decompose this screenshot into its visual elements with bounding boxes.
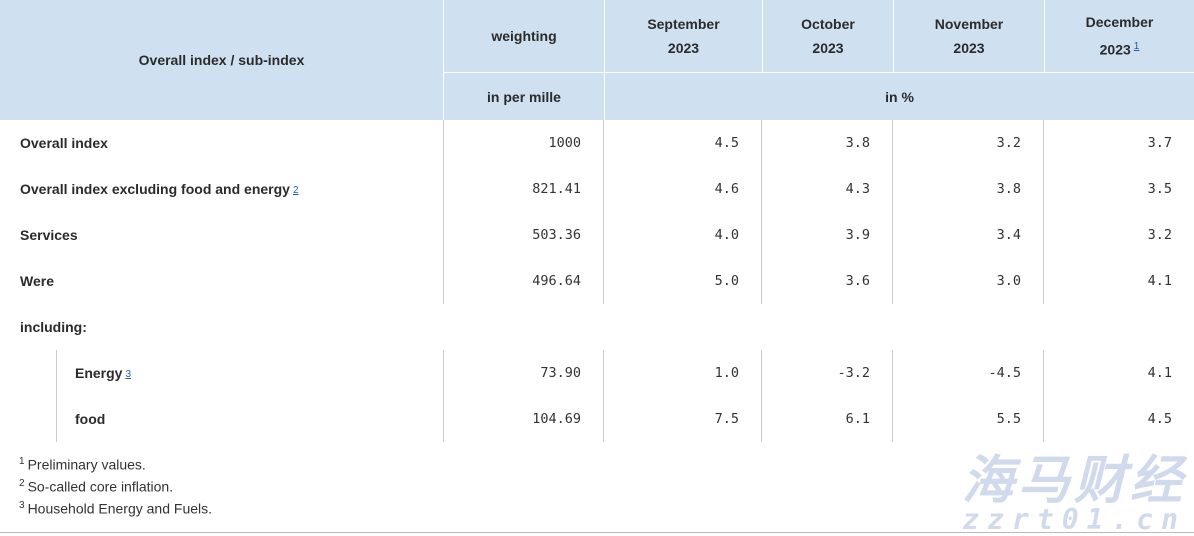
header-weighting: weighting (444, 0, 604, 72)
value-cell: 4.6 (604, 166, 762, 212)
value-cell: -4.5 (893, 350, 1044, 396)
table-row: food 104.69 7.5 6.1 5.5 4.5 (0, 396, 1194, 442)
value-cell: 4.5 (1147, 411, 1172, 427)
weight-cell: 496.64 (443, 258, 604, 304)
value-cell: 3.9 (762, 212, 893, 258)
value-cell: -3.2 (762, 350, 893, 396)
year: 2023 (812, 40, 844, 56)
weight-cell: 503.36 (443, 212, 604, 258)
year: 2023 (1099, 41, 1131, 58)
value-cell: 3.0 (893, 258, 1044, 304)
header-index: Overall index / sub-index (0, 0, 443, 120)
header-nov: November 2023 (894, 0, 1044, 72)
row-label: Overall index (20, 135, 108, 151)
footnote: 2 So-called core inflation. (19, 478, 174, 495)
year: 2023 (667, 40, 700, 56)
value-cell: 3.7 (1147, 135, 1172, 151)
weight-cell: 821.41 (443, 166, 604, 212)
header-dec: December 2023 1 (1045, 0, 1194, 72)
value-cell: 6.1 (762, 396, 893, 442)
value-cell: 4.3 (762, 166, 893, 212)
row-label: food (56, 396, 443, 442)
weight-cell: 1000 (443, 120, 604, 166)
table-row: Services 503.36 4.0 3.9 3.4 3.2 (0, 212, 1194, 258)
value-cell: 4.5 (604, 120, 762, 166)
value-cell: 4.1 (1147, 365, 1172, 381)
value-cell: 7.5 (604, 396, 762, 442)
value-cell: 3.2 (1147, 227, 1172, 243)
divider (0, 532, 1194, 533)
month: December (1085, 14, 1154, 31)
value-cell: 3.8 (762, 120, 893, 166)
month: November (934, 16, 1004, 32)
table-row: Overall index 1000 4.5 3.8 3.2 3.7 (0, 120, 1194, 166)
value-cell: 5.5 (893, 396, 1044, 442)
row-label: Energy 3 (56, 350, 443, 396)
weight-cell: 73.90 (443, 350, 604, 396)
year: 2023 (953, 40, 985, 56)
value-cell: 3.5 (1147, 181, 1172, 197)
row-label: Services (20, 227, 78, 243)
row-label: Were (20, 273, 54, 289)
weight-cell: 104.69 (443, 396, 604, 442)
header-oct: October 2023 (763, 0, 893, 72)
month: September (647, 16, 720, 32)
watermark-url: zzrt01.cn (962, 503, 1186, 536)
value-cell: 4.0 (604, 212, 762, 258)
value-cell: 3.2 (893, 120, 1044, 166)
row-label: Overall index excluding food and energy 2 (20, 181, 299, 197)
watermark: 海马财经 (961, 452, 1186, 510)
month: October (801, 16, 855, 32)
including-label: including: (20, 319, 87, 335)
value-cell: 5.0 (604, 258, 762, 304)
footnote-link[interactable]: 3 (125, 368, 132, 380)
value-cell: 3.6 (762, 258, 893, 304)
footnote: 1 Preliminary values. (19, 456, 146, 473)
footnote-link[interactable]: 1 (1133, 41, 1140, 53)
header-sep: September 2023 (605, 0, 762, 72)
value-cell: 1.0 (604, 350, 762, 396)
header-unit-pct: in % (605, 73, 1194, 120)
value-cell: 3.4 (893, 212, 1044, 258)
value-cell: 4.1 (1147, 273, 1172, 289)
table-row: Were 496.64 5.0 3.6 3.0 4.1 (0, 258, 1194, 304)
value-cell: 3.8 (893, 166, 1044, 212)
footnote-link[interactable]: 2 (292, 184, 299, 196)
table-row: Energy 3 73.90 1.0 -3.2 -4.5 4.1 (0, 350, 1194, 396)
header-unit-weight: in per mille (444, 73, 604, 120)
footnote: 3 Household Energy and Fuels. (19, 500, 213, 517)
table-row: Overall index excluding food and energy 2… (0, 166, 1194, 212)
